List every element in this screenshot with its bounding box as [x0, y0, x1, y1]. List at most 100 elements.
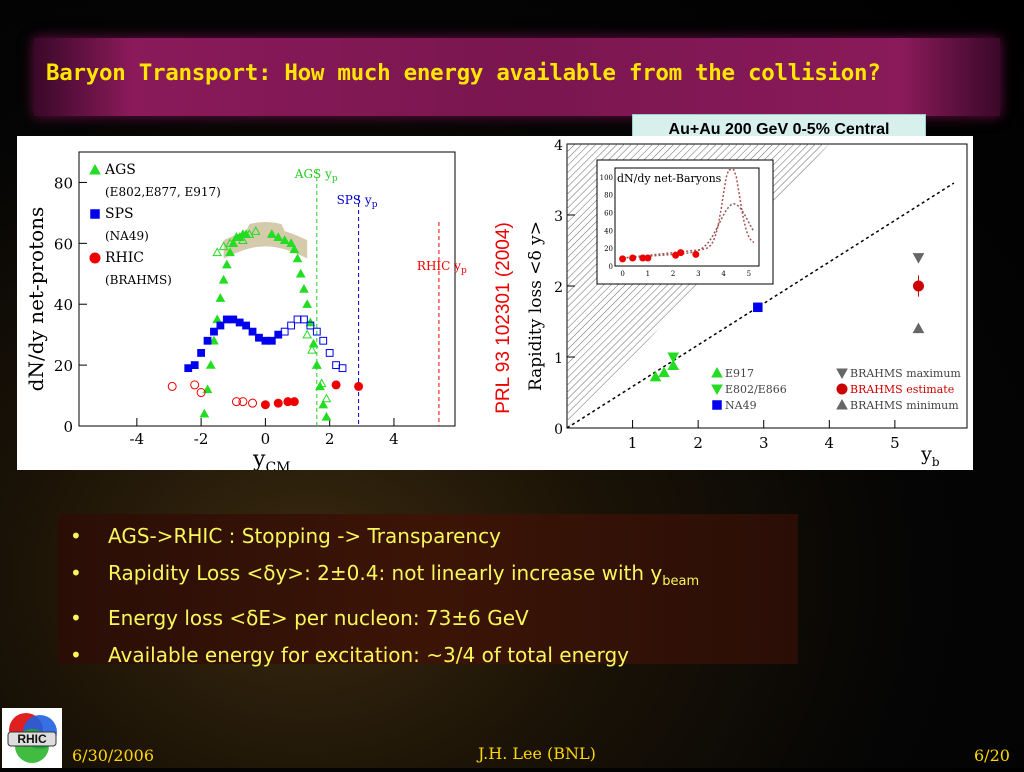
- inset-y-tick-label: 100: [600, 174, 613, 182]
- data-point: [266, 229, 277, 238]
- bullet-list: • AGS->RHIC : Stopping -> Transparency • Ra…: [58, 514, 798, 674]
- data-point: [260, 400, 270, 410]
- data-point: [248, 327, 257, 336]
- data-point: [325, 349, 334, 357]
- data-point: [203, 336, 212, 345]
- data-point: [311, 360, 322, 369]
- inset-data-point: [629, 254, 637, 262]
- y-tick-label: 40: [54, 296, 73, 314]
- data-point: [231, 397, 241, 407]
- x-tick-label: 3: [759, 434, 769, 452]
- beam-label: AGS yp: [294, 167, 338, 184]
- inset-background: [596, 159, 774, 285]
- y-tick-label: 20: [54, 357, 73, 375]
- bullet-item: • Energy loss <δE> per nucleon: 73±6 GeV: [70, 600, 798, 637]
- data-point: [292, 253, 303, 263]
- data-point: [199, 408, 210, 418]
- right-plot: 0 1 2 3 4 1 2 3 4 5 yb Rapidity loss <δ y> E917 E802/…: [526, 138, 968, 469]
- bullet-box: • AGS->RHIC : Stopping -> Transparency • Ra…: [58, 514, 798, 667]
- data-point: [354, 381, 364, 391]
- data-point: [209, 335, 219, 345]
- rhic-logo: RHIC: [2, 708, 62, 768]
- data-point: [215, 293, 226, 302]
- bullet-text: AGS->RHIC : Stopping -> Transparency: [108, 524, 501, 548]
- model-band: [223, 222, 308, 259]
- inset-data-point: [619, 255, 627, 263]
- footer-date: 6/30/2006: [72, 746, 155, 765]
- data-point: [308, 338, 319, 348]
- y-tick-label: 4: [554, 138, 563, 154]
- data-point: [196, 388, 206, 398]
- y-tick-label: 2: [554, 280, 563, 296]
- data-point: [205, 360, 216, 369]
- left-plot: 0 20 40 60 80 -4 -2 0 2 4 yCM dN/dy net-protons AGS …: [24, 151, 467, 470]
- data-point: [307, 344, 317, 354]
- data-point: [216, 321, 225, 330]
- data-point: [242, 321, 251, 330]
- x-tick-label: 0: [261, 430, 271, 448]
- data-point: [300, 315, 308, 324]
- data-point: [289, 397, 299, 407]
- x-tick-label: -2: [194, 430, 209, 448]
- x-tick-label: 1: [628, 434, 638, 452]
- x-tick-label: 4: [389, 430, 399, 448]
- citation: PRL 93 102301 (2004): [493, 222, 514, 414]
- data-point: [912, 322, 925, 334]
- data-point: [280, 327, 289, 336]
- data-point: [167, 381, 177, 391]
- x-tick-label: -4: [130, 430, 145, 448]
- legend-label: BRAHMS maximum: [850, 367, 961, 380]
- inset-data-point: [677, 249, 685, 257]
- data-point: [197, 349, 206, 357]
- y-tick-label: 60: [54, 235, 73, 253]
- x-axis-label: yb: [920, 443, 940, 469]
- bullet-item: • Rapidity Loss <δy>: 2±0.4: not linearly…: [70, 555, 798, 600]
- inset-x-tick-label: 4: [721, 270, 726, 278]
- inset-title: dN/dy net-Baryons: [617, 172, 722, 185]
- data-point: [279, 235, 290, 244]
- inset-y-tick-label: 60: [604, 210, 613, 218]
- data-point: [912, 253, 925, 264]
- data-point: [667, 352, 680, 364]
- inset-data-point: [644, 254, 652, 262]
- data-point: [318, 399, 329, 409]
- legend-marker: [711, 366, 723, 378]
- data-point: [231, 232, 242, 241]
- left-plot-frame: [78, 151, 456, 427]
- data-point: [273, 232, 284, 241]
- data-point: [225, 238, 235, 248]
- data-point: [667, 359, 680, 371]
- beam-label: RHIC yp: [417, 259, 467, 276]
- beam-label-sub: p: [332, 174, 338, 184]
- rhic-logo-icon: RHIC: [7, 713, 57, 763]
- x-axis-label-sub: CM: [265, 460, 290, 470]
- legend-sublabel: (E802,E877, E917): [105, 185, 221, 199]
- bullet-dot: •: [70, 561, 82, 585]
- data-point: [212, 314, 223, 324]
- x-tick-label: 2: [693, 434, 703, 452]
- legend-marker: [836, 383, 848, 395]
- y-tick-label: 1: [554, 351, 563, 367]
- data-point: [218, 241, 229, 251]
- legend-label: E802/E866: [725, 383, 787, 396]
- y-axis-label: dN/dy net-protons: [24, 207, 48, 392]
- footer-page: 6/20: [974, 746, 1010, 765]
- legend-marker: [712, 400, 722, 410]
- bullet-dot: •: [70, 524, 82, 548]
- x-tick-label: 5: [890, 434, 900, 452]
- data-point: [299, 283, 309, 293]
- data-point: [238, 235, 248, 244]
- bullet-subscript: beam: [662, 574, 700, 589]
- bullet-text: Energy loss <δE> per nucleon: 73±6 GeV: [108, 606, 529, 630]
- legend-marker: [89, 252, 101, 264]
- legend-marker: [89, 163, 101, 175]
- footer-author: J.H. Lee (BNL): [478, 744, 596, 763]
- x-tick-label: 2: [325, 430, 335, 448]
- inset-plot: dN/dy net-Baryons 0 20 40 60 80 100 0 1 2 3 4 5: [596, 159, 774, 285]
- data-point: [210, 327, 218, 336]
- inset-x-tick-label: 2: [671, 270, 675, 278]
- y-tick-label: 0: [554, 422, 563, 438]
- data-point: [649, 370, 662, 382]
- y-tick-label: 80: [54, 174, 73, 192]
- data-point: [244, 229, 255, 238]
